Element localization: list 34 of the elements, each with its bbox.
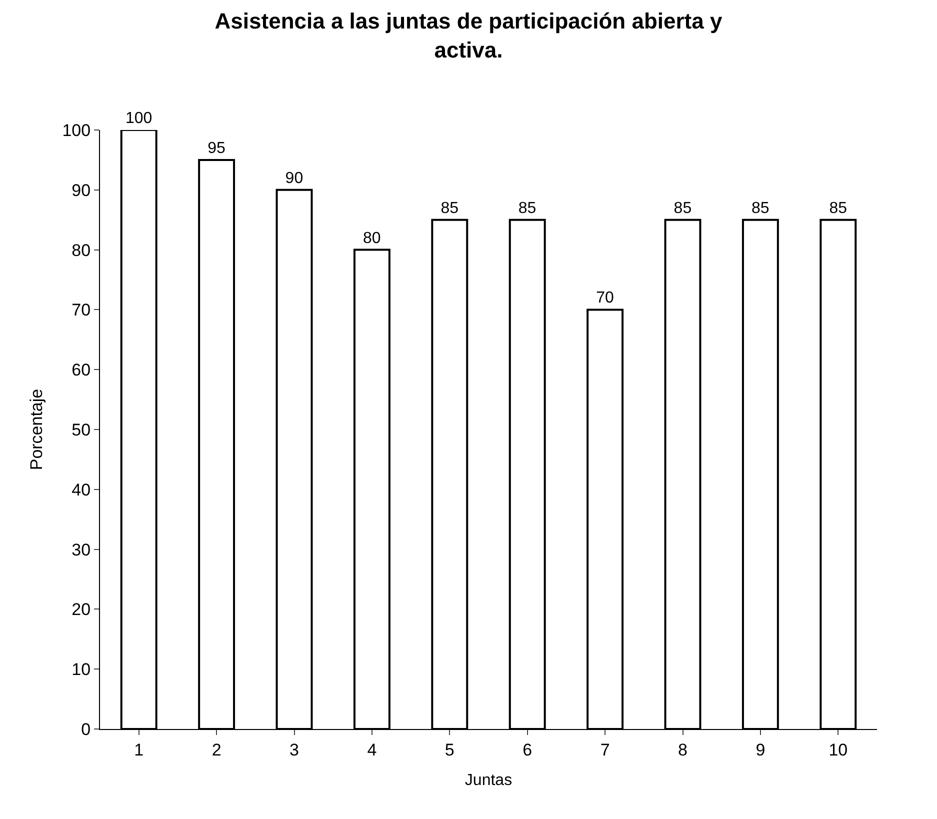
data-label: 85	[752, 200, 770, 217]
y-tick-label: 0	[81, 720, 91, 739]
x-tick-label: 2	[212, 740, 222, 760]
data-label: 100	[125, 110, 152, 127]
y-tick-label: 10	[72, 660, 91, 680]
chart-title: Asistencia a las juntas de participación abierta y activa.	[214, 8, 723, 62]
y-tick-label: 40	[72, 480, 91, 500]
data-label: 85	[829, 200, 848, 217]
y-tick-label: 100	[62, 120, 91, 140]
data-label: 90	[285, 170, 304, 187]
y-tick-label: 50	[72, 420, 91, 440]
x-axis-title: Juntas	[464, 772, 512, 790]
y-tick-label: 70	[72, 300, 91, 320]
x-tick-label: 9	[756, 740, 766, 760]
data-label: 85	[440, 200, 459, 217]
data-label: 95	[208, 140, 226, 157]
y-tick-label: 80	[72, 240, 91, 260]
y-tick-label: 90	[72, 180, 91, 200]
x-tick-label: 8	[678, 740, 688, 760]
data-label: 85	[518, 200, 536, 217]
x-tick-label: 1	[134, 740, 144, 760]
x-tick-label: 6	[522, 740, 532, 760]
data-label: 70	[596, 290, 614, 307]
y-tick-label: 60	[72, 360, 91, 380]
x-tick-label: 4	[367, 740, 377, 760]
x-tick-label: 3	[290, 740, 299, 760]
y-axis-title: Porcentaje	[26, 388, 46, 470]
y-tick-label: 20	[72, 600, 91, 620]
x-tick-label: 7	[600, 740, 610, 760]
x-tick-label: 5	[444, 740, 454, 760]
x-tick-label: 10	[828, 740, 848, 760]
y-tick-label: 30	[72, 540, 91, 560]
data-label: 80	[363, 230, 381, 247]
data-label: 85	[674, 200, 692, 217]
